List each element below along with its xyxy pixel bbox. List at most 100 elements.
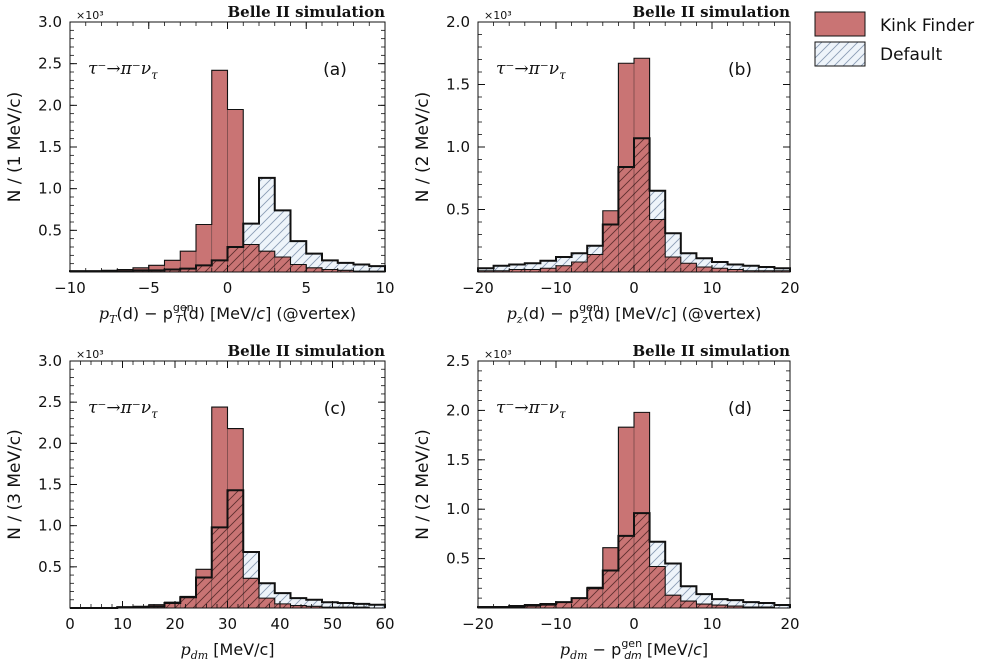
kink-finder-bar (211, 70, 228, 272)
overlap-hatch (696, 267, 712, 272)
x-tick-label: −5 (138, 279, 160, 297)
overlap-hatch (556, 265, 572, 272)
overlap-hatch (587, 588, 603, 608)
overlap-hatch (540, 268, 556, 272)
overlap-hatch (196, 577, 212, 608)
panel-tag: (d) (728, 399, 752, 419)
x-tick-label: 10 (702, 615, 721, 633)
x-tick-label: −20 (462, 615, 494, 633)
y-axis-label: N / (2 MeV/c) (413, 92, 433, 203)
y-tick-label: 3.0 (38, 13, 62, 31)
x-tick-label: 10 (375, 279, 394, 297)
x-tick-label: 0 (65, 615, 75, 633)
overlap-hatch (665, 257, 681, 272)
y-tick-label: 1.0 (446, 500, 470, 518)
y-tick-label: 2.0 (38, 434, 62, 452)
overlap-hatch (602, 224, 619, 272)
y-tick-label: 0.5 (446, 201, 470, 219)
overlap-hatch (306, 267, 322, 272)
panel-header: Belle II simulation (227, 3, 385, 21)
overlap-hatch (712, 268, 728, 272)
overlap-hatch (164, 269, 181, 272)
y-tick-label: 1.0 (446, 138, 470, 156)
default-outline (69, 176, 386, 273)
overlap-hatch (322, 269, 338, 272)
y-tick-label: 2.5 (446, 352, 470, 370)
y-tick-label: 1.5 (446, 76, 470, 94)
x-tick-label: 5 (301, 279, 311, 297)
x-tick-label: 30 (218, 615, 237, 633)
y-tick-label: 2.0 (38, 96, 62, 114)
overlap-hatch (727, 606, 744, 608)
x-tick-label: 50 (323, 615, 342, 633)
panel-b: −20 −10 0 10 20 0.5 1.0 1.5 2.0 ×10³ Belle II simu… (413, 3, 800, 326)
overlap-hatch (337, 270, 354, 272)
x-tick-label: −20 (462, 279, 494, 297)
overlap-hatch (306, 606, 322, 608)
panel-d: −20 −10 0 10 20 0.5 1.0 1.5 2.0 2.5 ×10³ Belle II s… (413, 342, 800, 662)
x-axis-label: pz(d) − pgen z(d) [MeV/c] (@vertex) (507, 301, 762, 326)
y-tick-label: 3.0 (38, 352, 62, 370)
x-tick-label: 20 (780, 615, 799, 633)
y-multiplier: ×10³ (76, 9, 104, 22)
overlap-hatch (478, 270, 494, 272)
overlap-hatch (509, 269, 525, 272)
y-multiplier: ×10³ (484, 9, 512, 22)
x-axis-label: pT(d) − pgen T(d) [MeV/c] (@vertex) (99, 301, 356, 326)
kink-finder-bar (196, 224, 212, 272)
y-multiplier: ×10³ (484, 348, 512, 361)
overlap-hatch (227, 490, 244, 608)
overlap-hatch (696, 604, 712, 608)
x-tick-label: 0 (223, 279, 233, 297)
x-axis-label: pdm [MeV/c] (180, 640, 274, 662)
overlap-hatch (180, 268, 196, 272)
x-tick-label: 40 (270, 615, 289, 633)
overlap-hatch (587, 254, 603, 272)
x-tick-label: −10 (54, 279, 86, 297)
overlap-hatch (649, 219, 666, 272)
overlap-hatch (602, 570, 619, 608)
overlap-hatch (211, 260, 228, 272)
x-tick-label: 0 (629, 615, 639, 633)
x-tick-label: 0 (629, 279, 639, 297)
x-tick-label: 60 (375, 615, 394, 633)
x-tick-label: 10 (702, 279, 721, 297)
x-tick-label: −10 (540, 615, 572, 633)
kink-finder-bar (164, 260, 181, 272)
y-tick-label: 0.5 (38, 558, 62, 576)
kink-finder-bar (148, 265, 165, 272)
overlap-hatch (290, 264, 307, 272)
overlap-hatch (634, 513, 650, 608)
kink-finder-outline (69, 69, 386, 272)
y-tick-label: 1.0 (38, 517, 62, 535)
legend: Kink Finder Default (814, 11, 974, 67)
legend-label-default: Default (880, 45, 942, 65)
y-tick-label: 0.5 (38, 221, 62, 239)
y-tick-label: 2.5 (38, 55, 62, 73)
overlap-hatch (259, 598, 275, 608)
overlap-hatch (665, 595, 681, 608)
default-outline (477, 137, 791, 272)
panel-header: Belle II simulation (632, 3, 790, 21)
overlap-hatch (524, 606, 541, 608)
overlap-hatch (180, 597, 196, 608)
x-tick-label: 20 (780, 279, 799, 297)
overlap-hatch (243, 578, 259, 608)
panel-c: 0 10 20 30 40 50 60 0.5 1.0 1.5 2.0 2.5 3.0 ×10³ Belle… (5, 342, 395, 662)
y-tick-label: 2.0 (446, 401, 470, 419)
default-outline (477, 512, 791, 609)
process-label: τ⁻→π⁻ντ (88, 398, 158, 421)
overlap-hatch (243, 244, 259, 272)
overlap-hatch (618, 167, 634, 272)
overlap-hatch (274, 257, 291, 272)
y-axis-label: N / (2 MeV/c) (413, 429, 433, 540)
default-outline (70, 489, 386, 609)
x-axis-label: pdm − pgen dm [MeV/c] (560, 637, 708, 662)
overlap-hatch (680, 263, 697, 272)
panel-tag: (a) (323, 60, 347, 80)
process-label: τ⁻→π⁻ντ (88, 59, 158, 82)
x-tick-label: −10 (540, 279, 572, 297)
y-tick-label: 1.5 (446, 451, 470, 469)
overlap-hatch (556, 602, 572, 608)
process-label: τ⁻→π⁻ντ (496, 398, 566, 421)
